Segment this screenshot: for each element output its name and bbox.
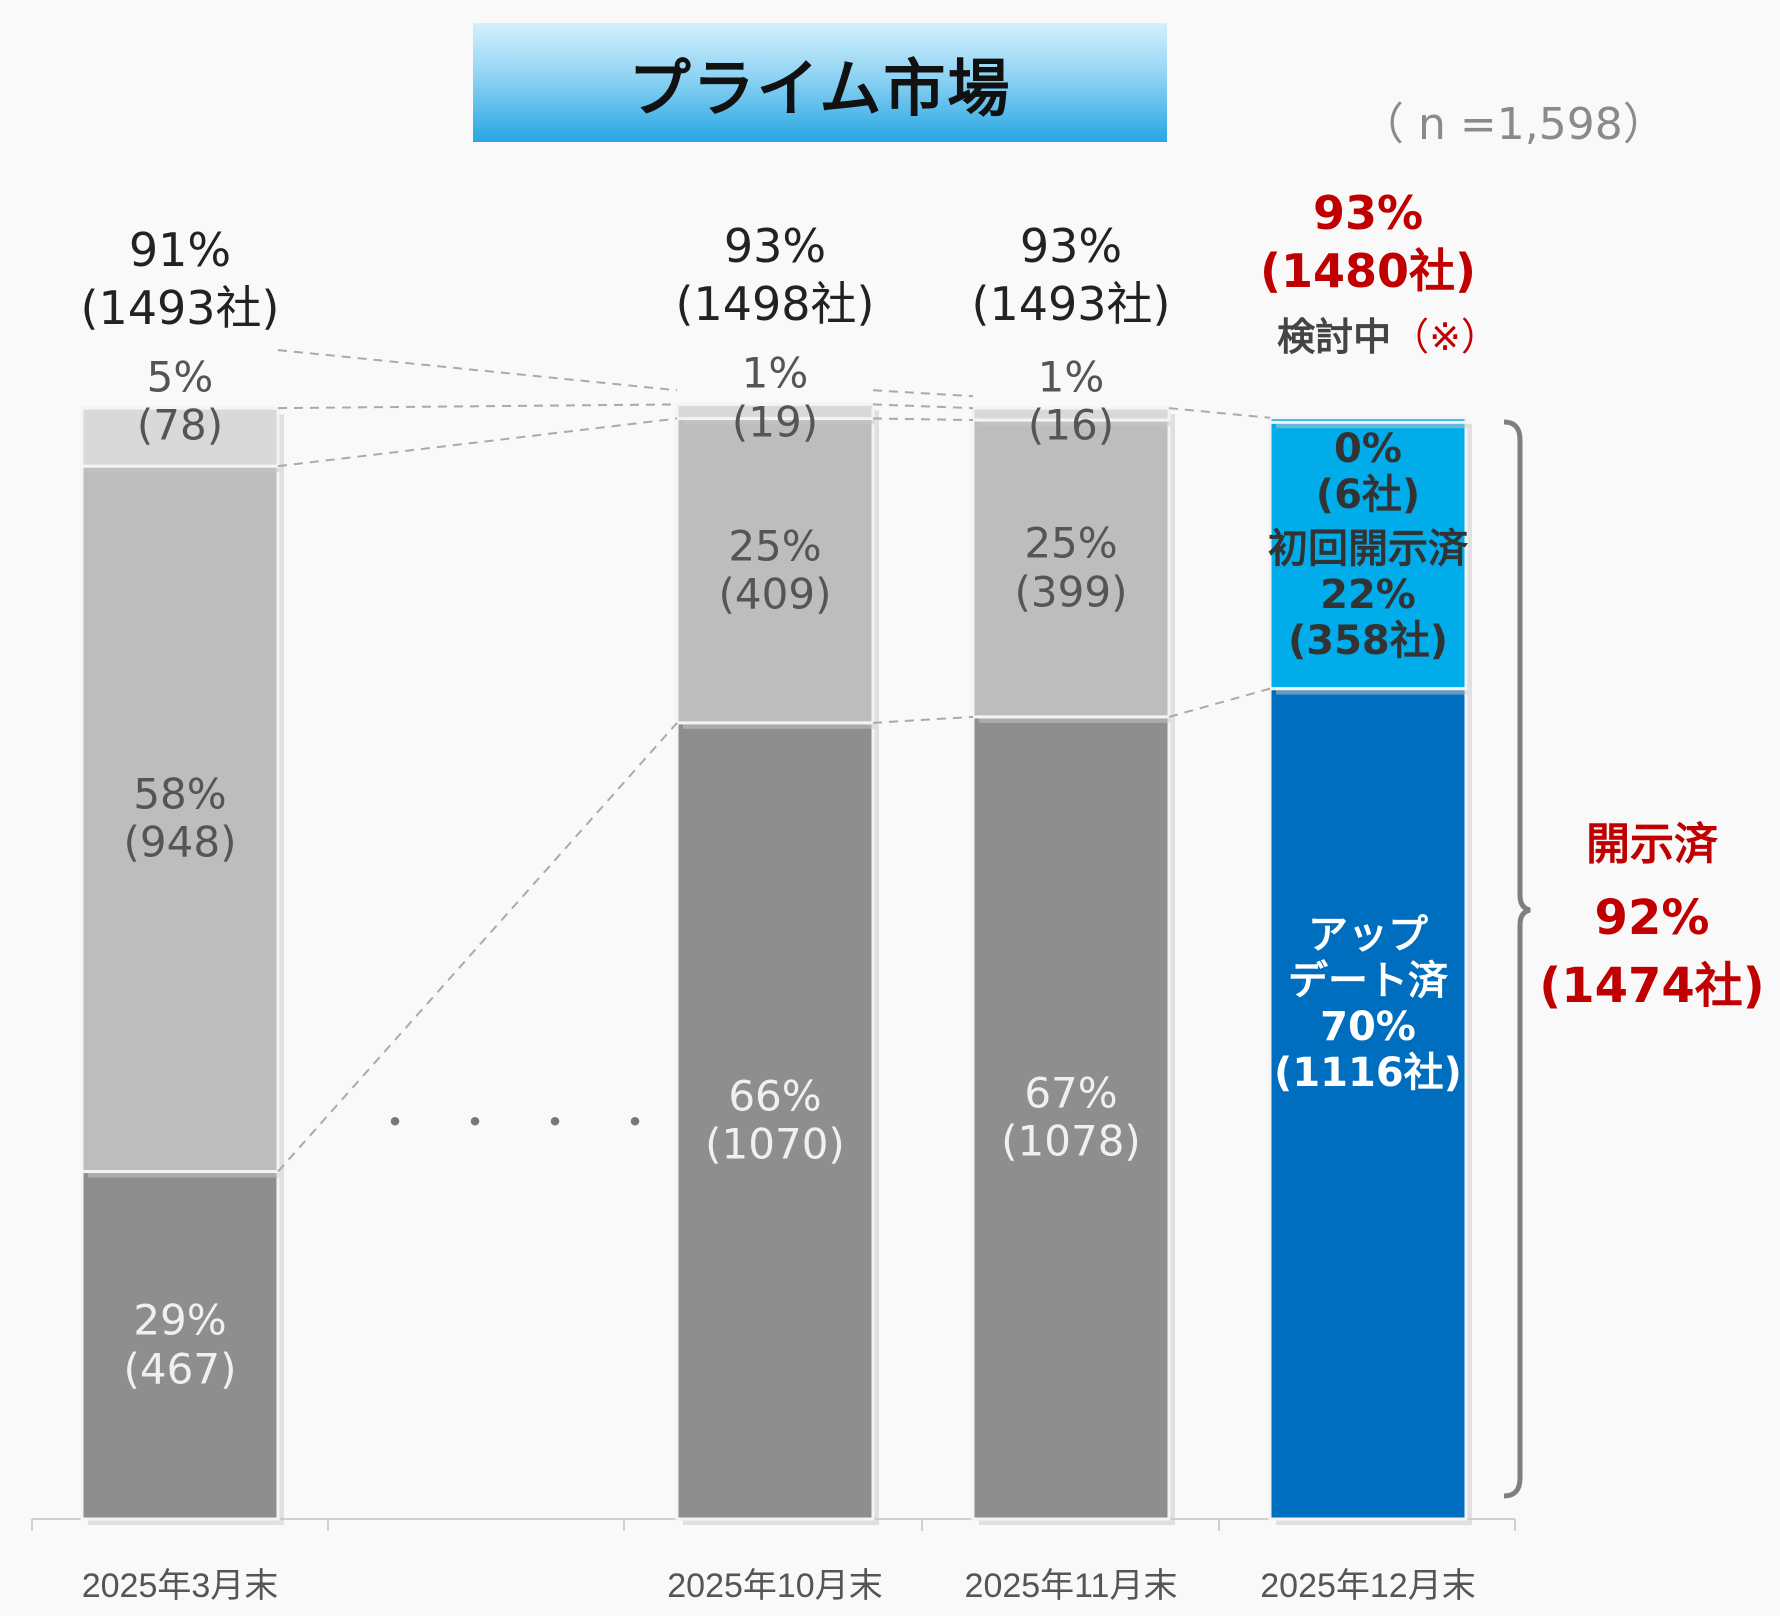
segment-label: 初回開示済 22% (358社) <box>1268 526 1468 665</box>
bar-segment <box>675 417 875 725</box>
connector-line <box>277 722 678 1173</box>
gap-marker: ・・・・ <box>375 1100 695 1146</box>
connector-line <box>1168 407 1271 419</box>
segment-label: 67% (1078) <box>1001 1068 1141 1166</box>
disclosed-count: (1474社) <box>1539 958 1765 1014</box>
connector-line <box>872 417 974 422</box>
bar-segment <box>675 402 875 421</box>
brace-icon <box>1503 419 1531 1499</box>
bar-segment <box>1268 416 1468 424</box>
bar-segment <box>1268 420 1468 691</box>
disclosed-total-label: 開示済 92% (1474社) <box>1539 808 1764 1016</box>
bar-segment <box>971 715 1171 1521</box>
connector-line <box>872 715 974 724</box>
segment-label: 29% (467) <box>123 1295 237 1394</box>
segment-label: 1% (19) <box>731 349 819 447</box>
bar-segment <box>971 418 1171 719</box>
connector-line <box>277 349 678 392</box>
bar-segment <box>971 406 1171 422</box>
chart-title-banner: プライム市場 <box>473 23 1167 142</box>
x-axis-label: 2025年12月末 <box>1260 1567 1476 1605</box>
segment-label: 58% (948) <box>123 769 237 867</box>
pending-text: 検討中 <box>1277 314 1392 359</box>
chart-title: プライム市場 <box>628 51 1012 125</box>
segment-label: 66% (1070) <box>705 1071 845 1169</box>
disclosed-label: 開示済 <box>1585 819 1718 870</box>
bar-segment <box>80 406 280 468</box>
pending-label: 検討中（※） <box>1277 314 1499 360</box>
total-label: 91% (1493社) <box>80 223 280 335</box>
sample-size-label: （ n =1,598） <box>1360 99 1667 150</box>
segment-label: アップ デート済 70% (1116社) <box>1274 912 1462 1097</box>
bar-segment <box>80 464 280 1174</box>
segment-label: 0% (6社) <box>1315 425 1421 518</box>
total-label: 93% (1498社) <box>675 219 875 331</box>
x-axis-label: 2025年10月末 <box>667 1567 883 1605</box>
segment-label: 25% (399) <box>1014 519 1128 617</box>
total-label: 93% (1493社) <box>971 219 1171 331</box>
connector-line <box>277 403 678 410</box>
note-marker: （※） <box>1391 314 1499 359</box>
bar-segment <box>1268 687 1468 1521</box>
connector-line <box>872 389 974 398</box>
connector-line <box>872 403 974 410</box>
connector-line <box>1168 687 1271 718</box>
x-axis-label: 2025年11月末 <box>964 1567 1178 1605</box>
segment-label: 1% (16) <box>1027 352 1115 451</box>
x-axis-label: 2025年3月末 <box>81 1567 279 1605</box>
segment-label: 25% (409) <box>718 521 832 619</box>
total-label: 93% (1480社) <box>1259 186 1477 298</box>
bar-shadow <box>1276 423 1472 429</box>
connector-line <box>277 417 678 468</box>
disclosed-pct: 92% <box>1594 890 1710 946</box>
segment-label: 5% (78) <box>136 352 224 451</box>
